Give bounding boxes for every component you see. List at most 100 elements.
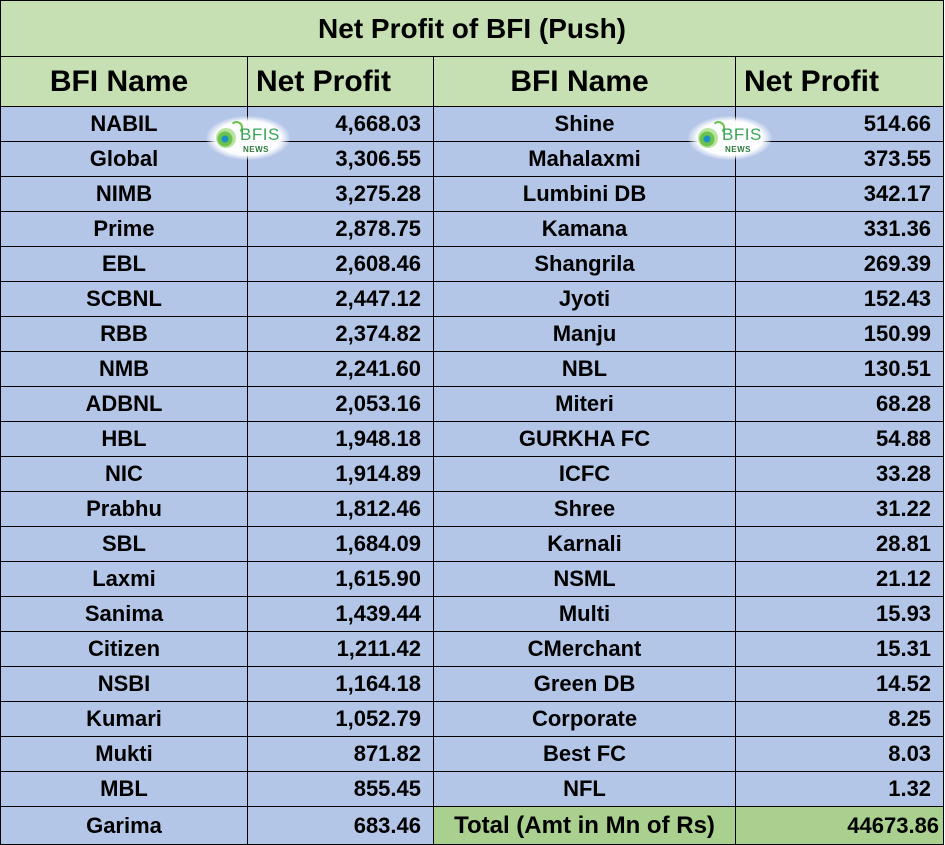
net-profit-cell: 2,608.46 — [247, 246, 434, 282]
table-row: NMB 2,241.60 NBL 130.51 — [0, 351, 945, 387]
net-profit-cell: 1,615.90 — [247, 561, 434, 597]
net-profit-cell: 855.45 — [247, 771, 434, 807]
header-right-profit: Net Profit — [734, 56, 945, 107]
bfi-name-cell: Mahalaxmi — [433, 141, 736, 177]
net-profit-cell: 152.43 — [734, 281, 945, 317]
net-profit-cell: 2,447.12 — [247, 281, 434, 317]
bfi-name-cell: Prime — [0, 211, 248, 247]
header-row: BFI Name Net Profit BFI Name Net Profit — [0, 56, 945, 107]
total-value-cell: 44673.86 — [734, 806, 945, 845]
net-profit-cell: 2,241.60 — [247, 351, 434, 387]
bfi-name-cell: MBL — [0, 771, 248, 807]
table-row: Kumari 1,052.79 Corporate 8.25 — [0, 701, 945, 737]
table-row: Laxmi 1,615.90 NSML 21.12 — [0, 561, 945, 597]
header-left-profit: Net Profit — [247, 56, 434, 107]
net-profit-cell: 2,053.16 — [247, 386, 434, 422]
net-profit-cell: 2,374.82 — [247, 316, 434, 352]
table-row: Citizen 1,211.42 CMerchant 15.31 — [0, 631, 945, 667]
table-title: Net Profit of BFI (Push) — [0, 0, 945, 57]
table-row: NIMB 3,275.28 Lumbini DB 342.17 — [0, 176, 945, 212]
net-profit-cell: 130.51 — [734, 351, 945, 387]
bfi-name-cell: Kamana — [433, 211, 736, 247]
table-row: NSBI 1,164.18 Green DB 14.52 — [0, 666, 945, 702]
net-profit-cell: 1.32 — [734, 771, 945, 807]
bfi-name-cell: ADBNL — [0, 386, 248, 422]
bfi-name-cell: Citizen — [0, 631, 248, 667]
table-row: NABIL 4,668.03 Shine 514.66 — [0, 106, 945, 142]
bfi-name-cell: Jyoti — [433, 281, 736, 317]
table-row: SCBNL 2,447.12 Jyoti 152.43 — [0, 281, 945, 317]
title-row: Net Profit of BFI (Push) — [0, 0, 945, 57]
table-row: RBB 2,374.82 Manju 150.99 — [0, 316, 945, 352]
bfi-name-cell: Lumbini DB — [433, 176, 736, 212]
bfi-name-cell: SCBNL — [0, 281, 248, 317]
bfis-news-watermark: BFIS NEWS — [688, 116, 772, 160]
table-row: NIC 1,914.89 ICFC 33.28 — [0, 456, 945, 492]
bfi-name-cell: GURKHA FC — [433, 421, 736, 457]
net-profit-cell: 1,211.42 — [247, 631, 434, 667]
net-profit-cell: 1,439.44 — [247, 596, 434, 632]
table-row: Mukti 871.82 Best FC 8.03 — [0, 736, 945, 772]
net-profit-cell: 3,275.28 — [247, 176, 434, 212]
table-row: Prime 2,878.75 Kamana 331.36 — [0, 211, 945, 247]
bfi-name-cell: RBB — [0, 316, 248, 352]
bfi-name-cell: Global — [0, 141, 248, 177]
bfi-name-cell: NBL — [433, 351, 736, 387]
net-profit-cell: 1,948.18 — [247, 421, 434, 457]
net-profit-cell: 514.66 — [734, 106, 945, 142]
bfi-name-cell: NMB — [0, 351, 248, 387]
bfis-logo-icon — [698, 128, 718, 148]
bfi-name-cell: ICFC — [433, 456, 736, 492]
net-profit-cell: 28.81 — [734, 526, 945, 562]
bfi-name-cell: Shangrila — [433, 246, 736, 282]
bfi-name-cell: Multi — [433, 596, 736, 632]
bfi-name-cell: NIMB — [0, 176, 248, 212]
net-profit-cell: 8.03 — [734, 736, 945, 772]
bfi-name-cell: NABIL — [0, 106, 248, 142]
net-profit-cell: 15.31 — [734, 631, 945, 667]
bfi-name-cell: Shree — [433, 491, 736, 527]
net-profit-cell: 1,914.89 — [247, 456, 434, 492]
bfi-name-cell: Green DB — [433, 666, 736, 702]
total-label-cell: Total (Amt in Mn of Rs) — [433, 806, 736, 845]
net-profit-cell: 150.99 — [734, 316, 945, 352]
table-row: MBL 855.45 NFL 1.32 — [0, 771, 945, 807]
bfis-logo-icon — [216, 128, 236, 148]
net-profit-cell: 373.55 — [734, 141, 945, 177]
bfi-name-cell: Karnali — [433, 526, 736, 562]
table-row: SBL 1,684.09 Karnali 28.81 — [0, 526, 945, 562]
net-profit-cell: 1,052.79 — [247, 701, 434, 737]
net-profit-cell: 1,812.46 — [247, 491, 434, 527]
bfi-name-cell: NIC — [0, 456, 248, 492]
net-profit-cell: 21.12 — [734, 561, 945, 597]
net-profit-cell: 2,878.75 — [247, 211, 434, 247]
bfi-name-cell: NSML — [433, 561, 736, 597]
net-profit-cell: 31.22 — [734, 491, 945, 527]
bfi-name-cell: Best FC — [433, 736, 736, 772]
net-profit-cell: 269.39 — [734, 246, 945, 282]
net-profit-cell: 33.28 — [734, 456, 945, 492]
bfi-name-cell: Sanima — [0, 596, 248, 632]
net-profit-cell: 342.17 — [734, 176, 945, 212]
bfi-name-cell: Laxmi — [0, 561, 248, 597]
bfi-name-cell: SBL — [0, 526, 248, 562]
table-row: Prabhu 1,812.46 Shree 31.22 — [0, 491, 945, 527]
header-right-name: BFI Name — [433, 56, 736, 107]
net-profit-cell: 1,684.09 — [247, 526, 434, 562]
bfi-name-cell: Mukti — [0, 736, 248, 772]
bfi-name-cell: Prabhu — [0, 491, 248, 527]
net-profit-cell: 14.52 — [734, 666, 945, 702]
bfi-name-cell: Kumari — [0, 701, 248, 737]
net-profit-cell: 1,164.18 — [247, 666, 434, 702]
net-profit-cell: 871.82 — [247, 736, 434, 772]
bfi-name-cell: Manju — [433, 316, 736, 352]
watermark-sub: NEWS — [243, 145, 269, 154]
bfis-news-watermark: BFIS NEWS — [206, 116, 290, 160]
net-profit-cell: 8.25 — [734, 701, 945, 737]
bfi-name-cell: Garima — [0, 806, 248, 845]
watermark-text: BFIS — [240, 125, 280, 144]
net-profit-cell: 54.88 — [734, 421, 945, 457]
table-row: Garima 683.46 Total (Amt in Mn of Rs) 44673… — [0, 806, 945, 845]
